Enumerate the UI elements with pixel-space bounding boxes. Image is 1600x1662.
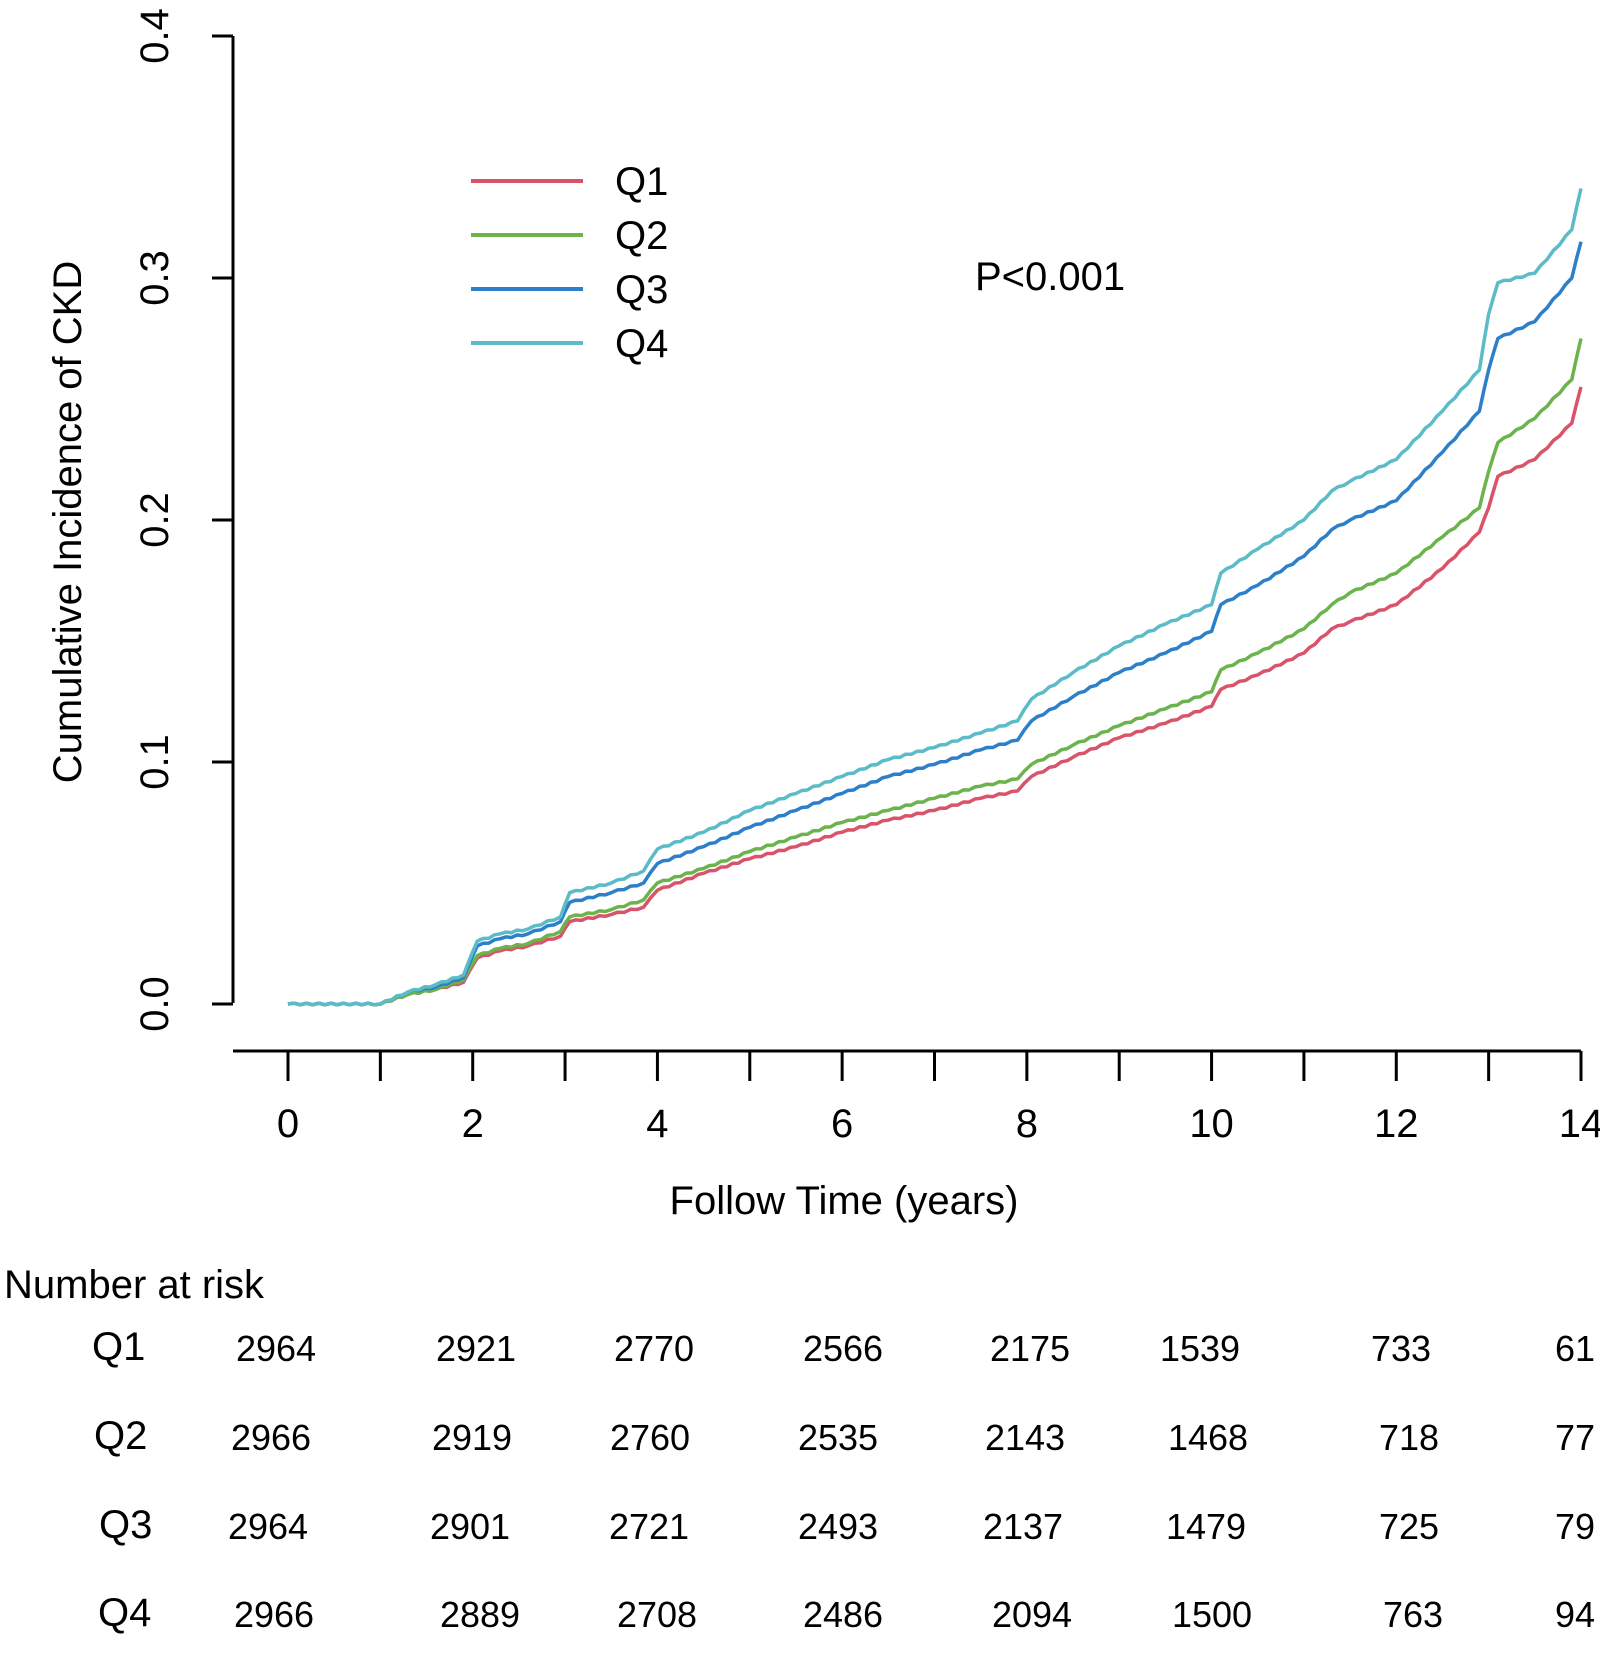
x-tick-label: 4 [646,1102,668,1146]
risk-cell: 2921 [435,1328,517,1369]
y-axis-title: Cumulative Incidence of CKD [46,261,90,783]
x-tick-label: 10 [1189,1102,1234,1146]
y-tick-label: 0.4 [133,8,177,64]
risk-cell: 2175 [989,1328,1071,1369]
legend-label-q4: Q4 [615,322,668,366]
risk-cell: 1500 [1171,1594,1253,1635]
risk-cell: 763 [1382,1594,1444,1635]
risk-table-title: Number at risk [4,1263,265,1307]
risk-cell: 2708 [616,1594,698,1635]
risk-cell: 2901 [429,1506,511,1547]
series-line-q1 [287,386,1583,1007]
legend-label-q2: Q2 [615,214,668,258]
risk-cell: 1539 [1159,1328,1241,1369]
y-tick-label: 0.2 [133,492,177,548]
risk-cell: 2770 [613,1328,695,1369]
legend: Q1 Q2 Q3 Q4 [471,160,668,366]
risk-cell: 2966 [230,1417,312,1458]
x-tick-label: 8 [1016,1102,1038,1146]
series-line-q2 [287,338,1583,1007]
risk-cell: 725 [1378,1506,1440,1547]
series-line-q4 [287,188,1583,1007]
risk-cell: 2566 [802,1328,884,1369]
legend-label-q1: Q1 [615,160,668,204]
risk-cell: 2964 [227,1506,309,1547]
risk-cell: 61 [1554,1328,1596,1369]
risk-group-label-q2: Q2 [94,1414,148,1458]
risk-cell: 1468 [1167,1417,1249,1458]
risk-group-label-q4: Q4 [98,1591,152,1635]
risk-cell: 2966 [233,1594,315,1635]
x-tick-label: 12 [1374,1102,1419,1146]
x-tick-label: 2 [462,1102,484,1146]
risk-cell: 2486 [802,1594,884,1635]
y-tick-label: 0.0 [133,976,177,1032]
risk-cell: 2493 [797,1506,879,1547]
risk-cell: 733 [1370,1328,1432,1369]
risk-cell: 2919 [431,1417,513,1458]
risk-cell: 2760 [609,1417,691,1458]
x-tick-label: 0 [277,1102,299,1146]
risk-cell: 77 [1554,1417,1596,1458]
y-tick-label: 0.3 [133,250,177,306]
x-tick-label: 14 [1559,1102,1600,1146]
x-tick-label: 6 [831,1102,853,1146]
risk-cell: 2094 [991,1594,1073,1635]
cumulative-incidence-chart: 0.0 0.1 0.2 0.3 0.4 0 2 4 6 8 10 12 14 Cumulative I… [46,8,1600,1223]
risk-cell: 2964 [235,1328,317,1369]
y-axis-ticks: 0.0 0.1 0.2 0.3 0.4 [133,8,233,1032]
risk-cell: 1479 [1165,1506,1247,1547]
y-tick-label: 0.1 [133,734,177,790]
risk-group-label-q1: Q1 [92,1325,146,1369]
x-axis-title: Follow Time (years) [670,1179,1019,1223]
risk-cell: 2143 [984,1417,1066,1458]
risk-cell: 718 [1378,1417,1440,1458]
risk-cell: 2889 [439,1594,521,1635]
risk-cell: 2721 [608,1506,690,1547]
legend-label-q3: Q3 [615,268,668,312]
series-lines [287,188,1583,1007]
risk-cell: 79 [1554,1506,1596,1547]
risk-cell: 94 [1554,1594,1596,1635]
risk-cell: 2535 [797,1417,879,1458]
risk-cell: 2137 [982,1506,1064,1547]
x-axis-ticks: 0 2 4 6 8 10 12 14 [277,1051,1600,1146]
risk-group-label-q3: Q3 [99,1503,153,1547]
p-value-annotation: P<0.001 [975,255,1125,299]
series-line-q3 [287,241,1583,1007]
